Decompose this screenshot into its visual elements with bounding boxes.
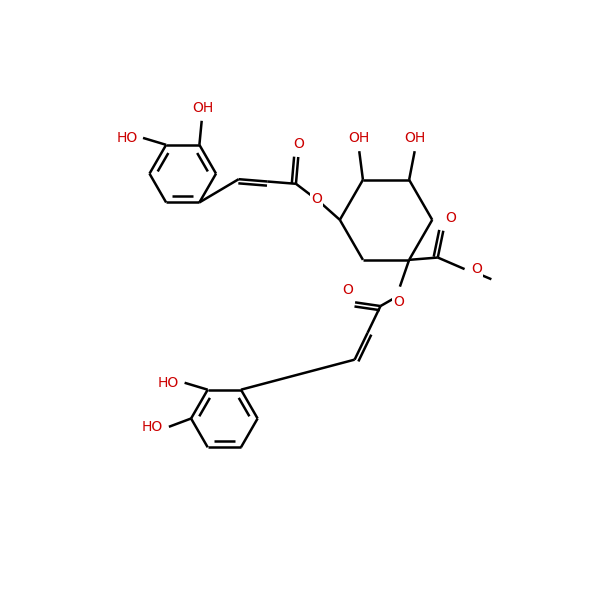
Text: OH: OH xyxy=(404,131,425,145)
Text: O: O xyxy=(311,192,322,206)
Text: HO: HO xyxy=(158,376,179,390)
Text: OH: OH xyxy=(192,101,213,115)
Text: HO: HO xyxy=(116,131,137,145)
Text: O: O xyxy=(342,283,353,297)
Text: HO: HO xyxy=(142,420,163,434)
Text: O: O xyxy=(394,295,404,309)
Text: O: O xyxy=(446,211,457,225)
Text: OH: OH xyxy=(349,131,370,145)
Text: O: O xyxy=(472,262,482,276)
Text: O: O xyxy=(294,137,305,151)
